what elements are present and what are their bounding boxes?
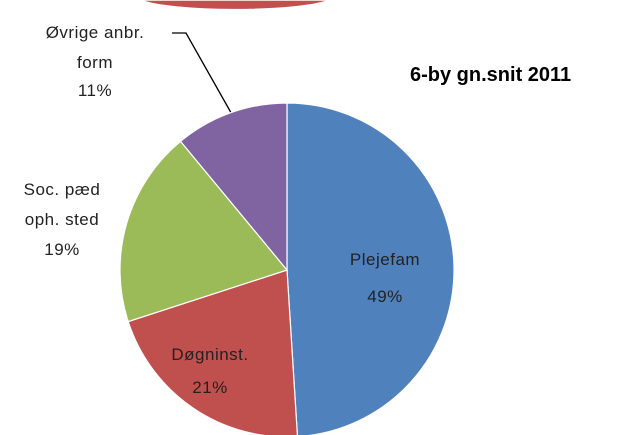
- slice-label: Døgninst.: [171, 345, 249, 364]
- cropped-shape: [139, 0, 331, 11]
- pie-slice: [179, 102, 288, 272]
- slice-label: Øvrige anbr. form: [45, 23, 145, 72]
- slice-value-label: 49%: [367, 287, 403, 306]
- slice-value-label: 19%: [44, 240, 80, 259]
- slice-label: Soc. pæd oph. sted: [23, 180, 101, 229]
- chart-title: 6-by gn.snit 2011: [410, 64, 572, 86]
- slice-value-label: 11%: [77, 81, 113, 100]
- pie-slice: [286, 102, 455, 435]
- leader-line: [172, 32, 235, 119]
- slice-label: Plejefam: [349, 250, 421, 269]
- pie-slice: [119, 140, 289, 323]
- pie-slice: [127, 269, 298, 435]
- slice-value-label: 21%: [192, 378, 228, 397]
